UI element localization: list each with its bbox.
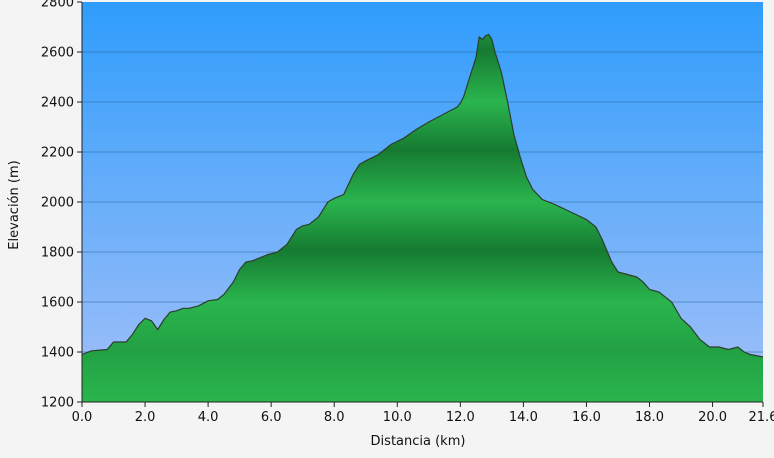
y-tick-label: 2400 bbox=[41, 96, 74, 111]
y-tick-label: 2800 bbox=[41, 0, 74, 11]
y-tick-label: 1800 bbox=[41, 246, 74, 261]
y-axis-title: Elevación (m) bbox=[7, 160, 22, 249]
x-tick-label: 6.0 bbox=[261, 410, 282, 425]
y-tick-label: 2200 bbox=[41, 146, 74, 161]
x-tick-label: 4.0 bbox=[198, 410, 219, 425]
x-tick-label: 12.0 bbox=[446, 410, 475, 425]
x-axis-title: Distancia (km) bbox=[371, 434, 466, 449]
elevation-line bbox=[81, 33, 764, 358]
y-axis-ticks: 1200 1400 1600 1800 2000 2200 2400 2600 2800 bbox=[41, 0, 82, 411]
y-tick-label: 1600 bbox=[41, 296, 74, 311]
x-tick-label: 18.0 bbox=[635, 410, 664, 425]
elevation-area-fill bbox=[82, 34, 763, 402]
x-tick-label: 2.0 bbox=[135, 410, 156, 425]
y-tick-label: 1400 bbox=[41, 346, 74, 361]
y-tick-label: 2000 bbox=[41, 196, 74, 211]
x-tick-label: 14.0 bbox=[509, 410, 538, 425]
x-tick-label: 16.0 bbox=[572, 410, 601, 425]
x-tick-label: 0.0 bbox=[72, 410, 93, 425]
x-axis-ticks: 0.0 2.0 4.0 6.0 8.0 10.0 12.0 14.0 16.0 18.0 20.0 2… bbox=[72, 402, 774, 425]
x-tick-label: 20.0 bbox=[698, 410, 727, 425]
y-tick-label: 2600 bbox=[41, 46, 74, 61]
y-tick-label: 1200 bbox=[41, 396, 74, 411]
x-tick-label: 21.6 bbox=[749, 410, 774, 425]
x-tick-label: 8.0 bbox=[324, 410, 345, 425]
x-tick-label: 10.0 bbox=[383, 410, 412, 425]
